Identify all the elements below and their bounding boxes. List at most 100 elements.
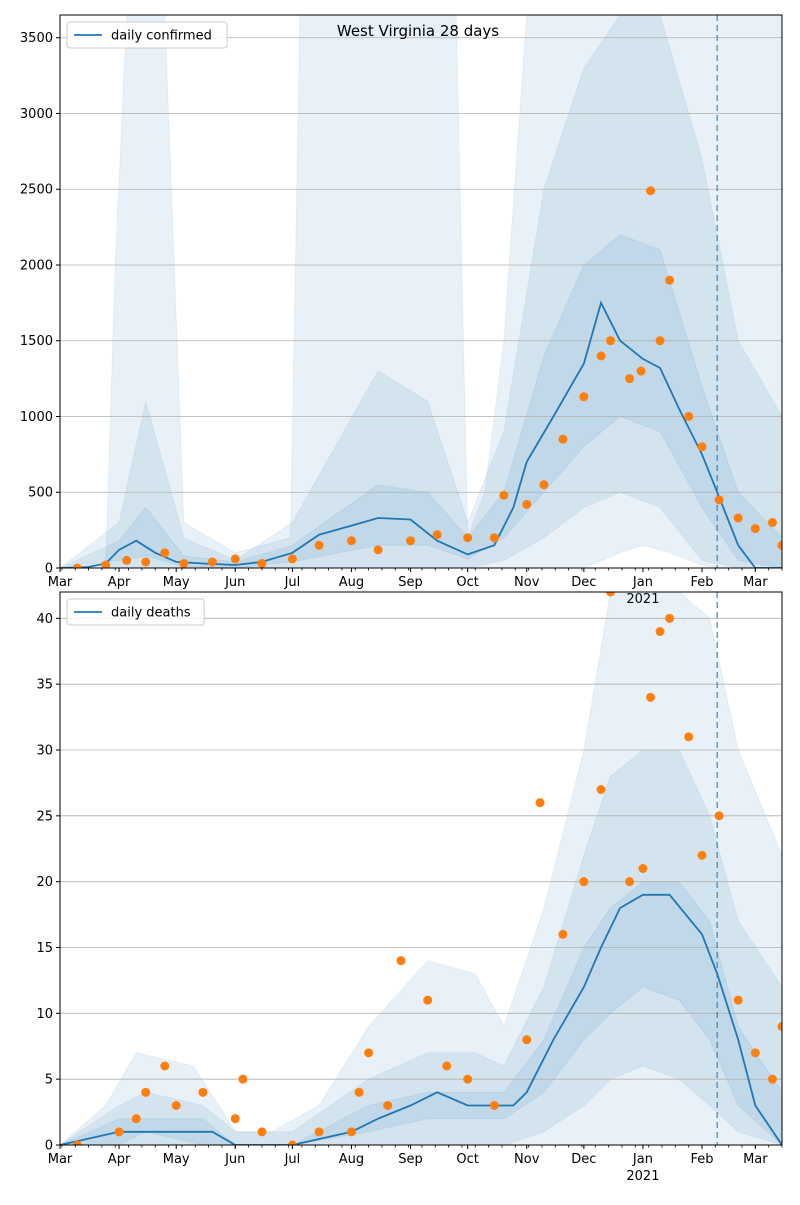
series-line — [60, 300, 782, 568]
x-tick-label: Jul — [284, 1152, 301, 1167]
data-point — [463, 533, 473, 543]
data-point — [141, 557, 151, 567]
data-point — [287, 1140, 297, 1145]
data-point — [230, 1114, 240, 1124]
y-tick-label: 35 — [36, 678, 53, 693]
x-tick-label: Jan — [632, 1152, 653, 1167]
x-tick-label: Aug — [339, 575, 364, 590]
data-point — [396, 956, 406, 966]
data-point — [522, 499, 532, 509]
data-point — [238, 1074, 248, 1084]
x-tick-label: Aug — [339, 1152, 364, 1167]
data-point — [539, 480, 549, 490]
data-point — [646, 186, 656, 196]
data-point — [489, 533, 499, 543]
y-tick-label: 0 — [45, 1139, 53, 1154]
plot-area — [60, 592, 782, 1145]
data-point — [665, 613, 675, 623]
data-point — [767, 1074, 777, 1084]
data-point — [131, 1114, 141, 1124]
data-point — [535, 798, 545, 808]
x-tick-label: Jan — [632, 575, 653, 590]
x-tick-label: Dec — [571, 1152, 596, 1167]
data-point — [114, 1127, 124, 1137]
data-point — [579, 877, 589, 887]
uncertainty-band — [60, 234, 782, 568]
legend-box — [66, 21, 228, 49]
data-point — [463, 1074, 473, 1084]
data-point — [767, 518, 777, 528]
legend-box — [66, 598, 205, 626]
data-point — [579, 392, 589, 402]
x-tick-label: Feb — [690, 1152, 713, 1167]
data-point — [346, 1127, 356, 1137]
y-tick-label: 25 — [36, 809, 53, 824]
y-tick-label: 15 — [36, 941, 53, 956]
data-point — [364, 1048, 374, 1058]
data-point — [101, 560, 111, 568]
data-point — [750, 1048, 760, 1058]
x-tick-label: Nov — [514, 1152, 540, 1167]
x-tick-label: Jun — [224, 1152, 245, 1167]
data-point — [684, 411, 694, 421]
x-tick-label: Oct — [456, 1152, 478, 1167]
axes-frame — [59, 591, 783, 1146]
data-point — [697, 850, 707, 860]
chart-title: West Virginia 28 days — [337, 22, 499, 40]
data-point — [638, 864, 648, 873]
data-point — [257, 1127, 267, 1137]
data-point — [636, 366, 646, 376]
x-tick-label: Mar — [48, 1152, 73, 1167]
data-point — [489, 1101, 499, 1110]
data-point — [558, 434, 568, 444]
x-tick-label: May — [163, 575, 190, 590]
data-point — [442, 1061, 452, 1071]
legend-label: daily deaths — [111, 606, 191, 621]
data-point — [122, 555, 132, 565]
data-point — [179, 558, 189, 568]
data-point — [141, 1087, 151, 1097]
x-tick-label: Jul — [284, 575, 301, 590]
y-tick-label: 30 — [36, 744, 53, 759]
uncertainty-band — [60, 592, 782, 1145]
x-tick-label: Feb — [690, 575, 713, 590]
x-year-label: 2021 — [626, 592, 659, 607]
x-tick-label: Mar — [743, 1152, 768, 1167]
data-point — [606, 592, 616, 597]
data-point — [160, 1061, 170, 1071]
data-point — [733, 995, 743, 1005]
x-tick-label: Sep — [398, 1152, 423, 1167]
y-tick-label: 40 — [36, 612, 53, 627]
data-point — [406, 536, 416, 546]
data-point — [684, 732, 694, 742]
data-point — [522, 1035, 532, 1045]
x-tick-label: Apr — [108, 1152, 131, 1167]
data-point — [432, 530, 442, 540]
data-point — [354, 1087, 364, 1097]
y-tick-label: 0 — [45, 562, 53, 577]
y-tick-label: 1500 — [20, 334, 53, 349]
x-tick-label: Nov — [514, 575, 540, 590]
uncertainty-band — [60, 15, 782, 568]
data-point — [257, 558, 267, 568]
y-tick-label: 3000 — [20, 107, 53, 122]
data-point — [777, 540, 782, 550]
y-tick-label: 3500 — [20, 31, 53, 46]
data-point — [314, 1127, 324, 1137]
data-point — [655, 336, 665, 346]
data-point — [287, 554, 297, 564]
y-tick-label: 2000 — [20, 258, 53, 273]
uncertainty-band — [60, 15, 782, 568]
y-tick-label: 500 — [28, 486, 53, 501]
data-point — [733, 513, 743, 523]
x-year-label: 2021 — [626, 1169, 659, 1184]
data-point — [207, 557, 217, 567]
data-point — [625, 877, 635, 887]
data-point — [750, 524, 760, 534]
y-tick-label: 20 — [36, 875, 53, 890]
data-point — [714, 495, 724, 505]
data-point — [423, 995, 433, 1005]
y-tick-label: 10 — [36, 1007, 53, 1022]
